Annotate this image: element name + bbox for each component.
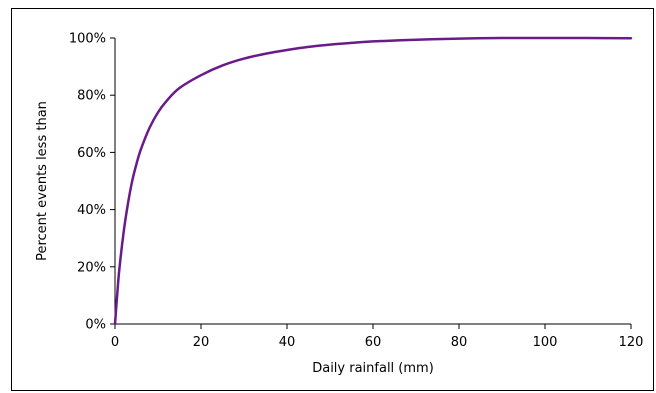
y-tick-label: 80% bbox=[77, 89, 106, 104]
x-tick-label: 120 bbox=[619, 335, 644, 350]
x-ticks: 0 20 40 60 80 100 120 bbox=[111, 324, 644, 350]
y-tick-label: 100% bbox=[69, 32, 106, 47]
x-tick-label: 40 bbox=[279, 335, 296, 350]
x-tick-label: 80 bbox=[451, 335, 468, 350]
x-tick-label: 20 bbox=[193, 335, 210, 350]
y-tick-label: 0% bbox=[85, 318, 106, 333]
x-axis-title: Daily rainfall (mm) bbox=[312, 361, 434, 376]
x-tick-label: 60 bbox=[365, 335, 382, 350]
y-ticks: 0% 20% 40% 60% 80% 100% bbox=[69, 32, 115, 333]
y-tick-label: 60% bbox=[77, 146, 106, 161]
y-tick-label: 20% bbox=[77, 260, 106, 275]
y-axis-title: Percent events less than bbox=[35, 101, 50, 261]
series-line bbox=[113, 36, 633, 326]
y-tick-label: 40% bbox=[77, 203, 106, 218]
chart-frame bbox=[11, 8, 654, 391]
x-tick-label: 0 bbox=[111, 335, 119, 350]
x-tick-label: 100 bbox=[533, 335, 558, 350]
